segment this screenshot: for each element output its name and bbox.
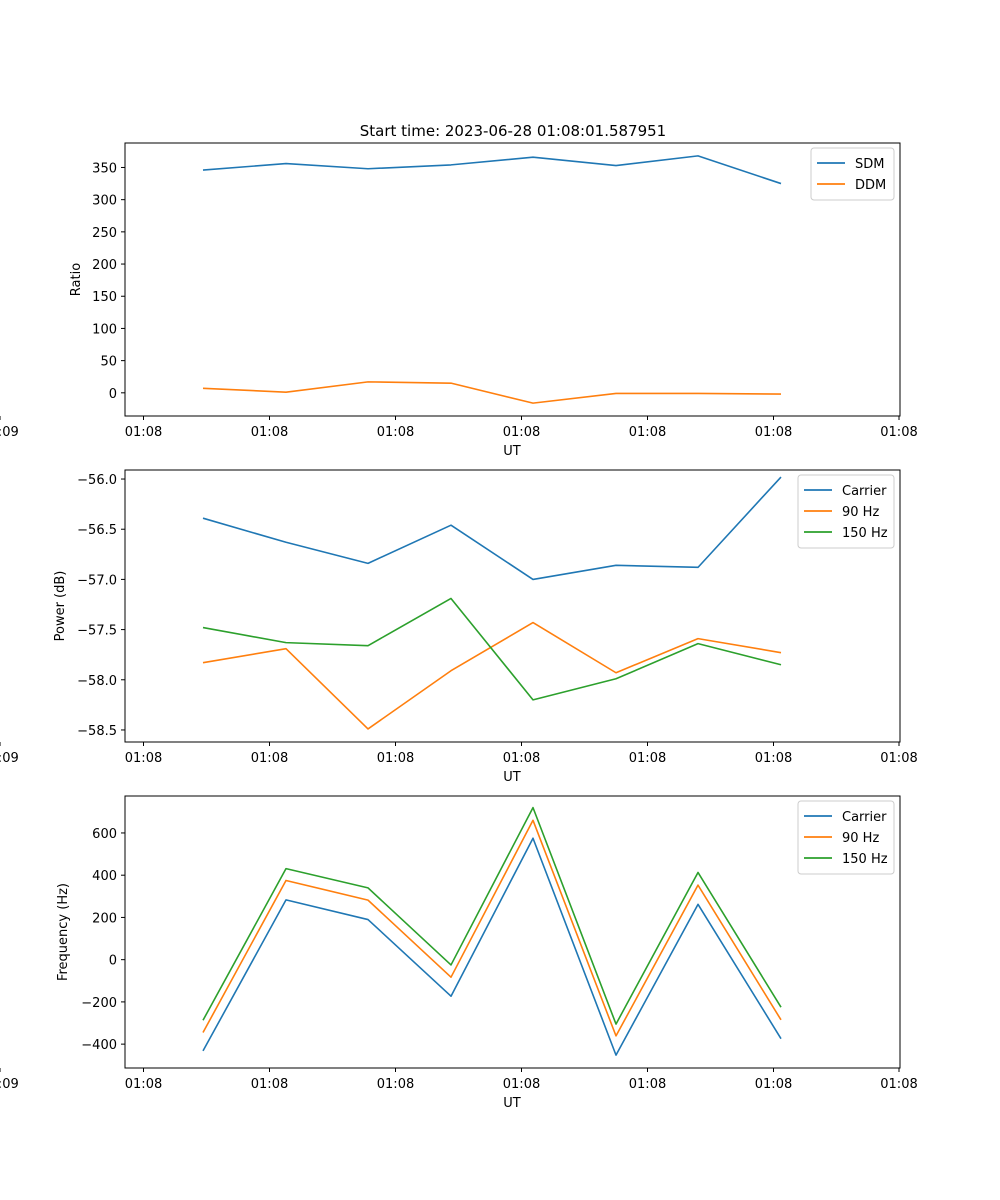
subplot-1: 01:08 01:08 01:08 01:08 01:08 01:08 01:08 01:09… xyxy=(0,142,918,459)
x-tick-label: 01:08 xyxy=(755,1077,792,1092)
legend-box xyxy=(810,147,895,201)
axes-frame xyxy=(124,795,901,1069)
series-line-ddm xyxy=(202,381,782,404)
x-tick-label: 01:08 xyxy=(880,1077,917,1092)
legend-label: 90 Hz xyxy=(842,831,879,846)
x-tick-label: 01:08 xyxy=(125,1077,162,1092)
series-line-carrier xyxy=(202,476,782,581)
subplot-2: 01:08 01:08 01:08 01:08 01:08 01:08 01:08 01:09… xyxy=(0,469,918,785)
y-tick-label: −57.5 xyxy=(77,624,117,639)
axes-frame xyxy=(124,469,901,743)
y-tick-label: 400 xyxy=(92,869,117,884)
x-tick-label: 01:08 xyxy=(125,425,162,440)
y-axis-label: Ratio xyxy=(69,263,84,296)
series-line-carrier xyxy=(202,837,782,1056)
series-line-150-hz xyxy=(202,806,782,1025)
legend: Carrier 90 Hz 150 Hz xyxy=(797,474,895,549)
x-tick-label: 01:08 xyxy=(629,1077,666,1092)
series-line-90-hz xyxy=(202,819,782,1037)
x-tick-label: 01:08 xyxy=(629,425,666,440)
legend-label: Carrier xyxy=(842,810,887,825)
legend-box xyxy=(797,800,895,875)
x-tick-label: 01:08 xyxy=(629,751,666,766)
y-tick-label: −58.5 xyxy=(77,724,117,739)
y-tick-label: −56.0 xyxy=(77,473,117,488)
y-tick-label: 0 xyxy=(109,954,117,969)
y-axis-label: Frequency (Hz) xyxy=(56,883,71,981)
x-axis-label: UT xyxy=(503,770,521,785)
x-tick-label: 01:08 xyxy=(503,1077,540,1092)
y-tick-label: 150 xyxy=(92,290,117,305)
x-axis-label: UT xyxy=(503,444,521,459)
x-tick-label: 01:08 xyxy=(880,751,917,766)
subplot-3: 01:08 01:08 01:08 01:08 01:08 01:08 01:08 01:09… xyxy=(0,795,918,1111)
y-tick-label: −56.5 xyxy=(77,523,117,538)
x-tick-label: 01:08 xyxy=(251,425,288,440)
legend-label: DDM xyxy=(855,178,886,193)
x-tick-label: 01:08 xyxy=(503,751,540,766)
series-line-90-hz xyxy=(202,621,782,730)
y-tick-label: −57.0 xyxy=(77,573,117,588)
figure-title: Start time: 2023-06-28 01:08:01.587951 xyxy=(360,122,666,140)
x-tick-label: 01:08 xyxy=(755,751,792,766)
y-tick-label: −58.0 xyxy=(77,674,117,689)
y-tick-label: 50 xyxy=(100,355,117,370)
plots-container: 01:08 01:08 01:08 01:08 01:08 01:08 01:08 01:09… xyxy=(0,142,918,1111)
x-tick-label: 01:08 xyxy=(251,1077,288,1092)
x-tick-label: 01:08 xyxy=(377,751,414,766)
x-tick-label: 01:09 xyxy=(0,751,19,766)
legend-label: 150 Hz xyxy=(842,852,888,867)
y-tick-label: 0 xyxy=(109,387,117,402)
series-line-150-hz xyxy=(202,597,782,701)
y-tick-label: −200 xyxy=(81,996,117,1011)
y-tick-label: 200 xyxy=(92,258,117,273)
x-tick-label: 01:08 xyxy=(125,751,162,766)
y-tick-label: 350 xyxy=(92,161,117,176)
legend-label: 90 Hz xyxy=(842,505,879,520)
x-tick-label: 01:08 xyxy=(377,1077,414,1092)
y-tick-label: 250 xyxy=(92,226,117,241)
y-tick-label: 100 xyxy=(92,322,117,337)
y-tick-label: 300 xyxy=(92,194,117,209)
x-tick-label: 01:08 xyxy=(503,425,540,440)
legend-label: SDM xyxy=(855,157,884,172)
series-line-sdm xyxy=(202,155,782,185)
y-axis-label: Power (dB) xyxy=(53,571,68,642)
x-tick-label: 01:09 xyxy=(0,425,19,440)
y-tick-label: −400 xyxy=(81,1038,117,1053)
legend: Carrier 90 Hz 150 Hz xyxy=(797,800,895,875)
x-tick-label: 01:08 xyxy=(377,425,414,440)
x-tick-label: 01:08 xyxy=(880,425,917,440)
x-tick-label: 01:08 xyxy=(251,751,288,766)
legend-label: Carrier xyxy=(842,484,887,499)
x-axis-label: UT xyxy=(503,1096,521,1111)
legend: SDM DDM xyxy=(810,147,895,201)
y-tick-label: 600 xyxy=(92,827,117,842)
legend-box xyxy=(797,474,895,549)
x-tick-label: 01:09 xyxy=(0,1077,19,1092)
axes-frame xyxy=(124,142,901,417)
y-tick-label: 200 xyxy=(92,911,117,926)
x-tick-label: 01:08 xyxy=(755,425,792,440)
legend-label: 150 Hz xyxy=(842,526,888,541)
